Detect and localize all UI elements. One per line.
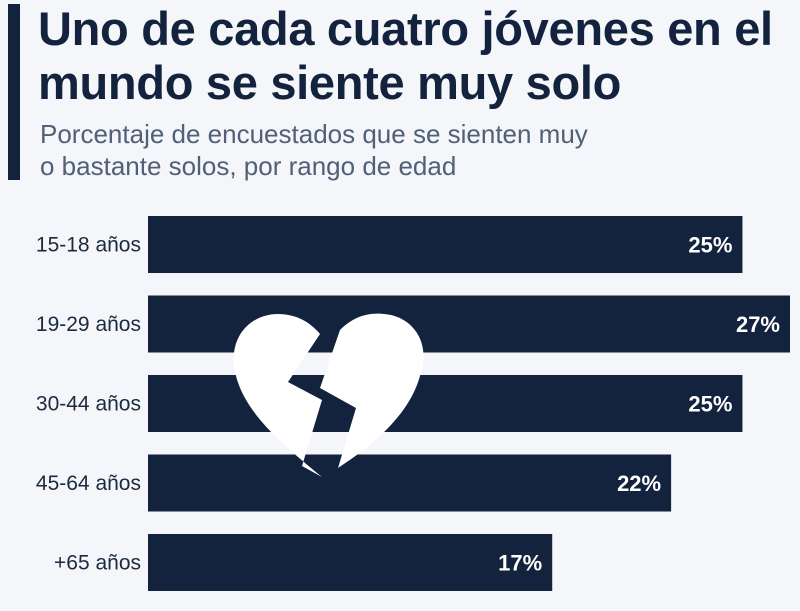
broken-heart-icon [233, 313, 424, 477]
value-label-0: 25% [688, 233, 732, 258]
value-label-3: 22% [617, 471, 661, 496]
category-label-0: 15-18 años [36, 234, 141, 257]
category-label-3: 45-64 años [36, 472, 141, 495]
value-label-2: 25% [688, 392, 732, 417]
value-label-4: 17% [498, 551, 542, 576]
category-label-4: +65 años [54, 552, 141, 575]
bar-3 [148, 454, 672, 512]
category-label-2: 30-44 años [36, 393, 141, 416]
value-label-1: 27% [736, 312, 780, 337]
chart-subtitle: Porcentaje de encuestados que se sienten… [40, 119, 588, 181]
bars-group: 15-18 años 25% 19-29 años 27% 30-44 años 25% 4… [36, 216, 790, 591]
bar-2 [148, 375, 743, 432]
chart-title: Uno de cada cuatro jóvenes en el mundo s… [38, 2, 773, 109]
title-accent-bar [8, 4, 20, 180]
bar-4 [148, 534, 553, 591]
bar-0 [148, 216, 743, 273]
category-label-1: 19-29 años [36, 313, 141, 336]
